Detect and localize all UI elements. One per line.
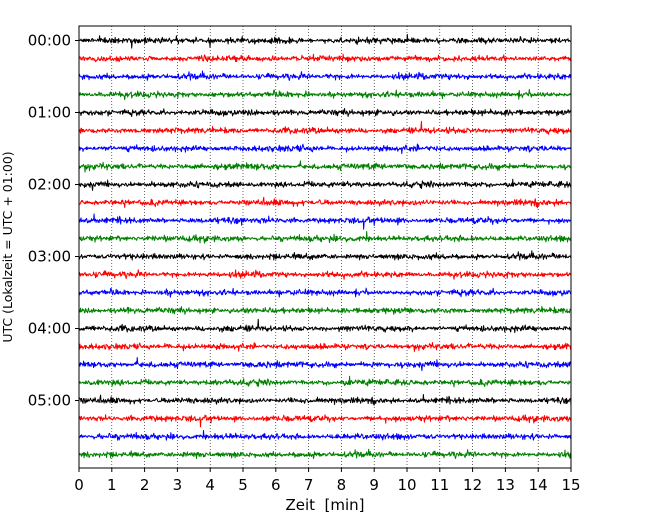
x-tick-label: 1: [107, 476, 117, 494]
x-tick-label: 13: [496, 476, 515, 494]
seismic-trace-0130: [78, 143, 572, 155]
x-axis-ticks: 0 1 2 3 4 5 6 7 8 9 10 11 12 13 14 15: [74, 468, 581, 494]
x-tick-label: 5: [238, 476, 248, 494]
x-tick-label: 10: [397, 476, 416, 494]
y-tick-label: 05:00: [28, 392, 71, 410]
seismic-trace-0515: [78, 414, 572, 428]
seismic-trace-0030: [78, 70, 572, 82]
seismic-trace-0430: [78, 357, 572, 372]
y-tick-label: 00:00: [28, 32, 71, 50]
x-tick-label: 12: [463, 476, 482, 494]
x-tick-label: 11: [430, 476, 449, 494]
plot-frame: [78, 25, 572, 469]
x-tick-label: 6: [271, 476, 281, 494]
seismic-trace-0115: [78, 120, 572, 135]
x-tick-label: 14: [529, 476, 548, 494]
seismic-trace-0145: [78, 160, 572, 173]
x-axis-label: Zeit [min]: [285, 496, 364, 514]
y-tick-label: 02:00: [28, 176, 71, 194]
seismic-trace-0200: [78, 178, 572, 191]
seismic-trace-0545: [78, 448, 572, 460]
seismic-trace-0315: [78, 269, 572, 280]
x-tick-label: 8: [337, 476, 347, 494]
x-tick-label: 2: [140, 476, 150, 494]
seismic-trace-0215: [78, 196, 572, 209]
x-tick-label: 15: [561, 476, 580, 494]
plot-area: [79, 26, 571, 468]
seismic-trace-0000: [78, 33, 572, 49]
x-tick-label: 4: [205, 476, 215, 494]
y-axis-label: UTC (Lokalzeit = UTC + 01:00): [0, 151, 15, 342]
x-tick-label: 0: [74, 476, 84, 494]
y-axis-ticks: 00:00 01:00 02:00 03:00 04:00 05:00: [28, 32, 79, 410]
x-tick-label: 9: [369, 476, 379, 494]
trace-group: [78, 33, 572, 460]
seismic-trace-0045: [78, 88, 572, 101]
seismic-trace-0445: [78, 375, 572, 388]
seismic-trace-0415: [78, 342, 572, 352]
y-tick-label: 01:00: [28, 104, 71, 122]
seismic-trace-0015: [78, 53, 572, 63]
seismic-trace-0100: [78, 108, 572, 117]
y-tick-label: 03:00: [28, 248, 71, 266]
seismic-trace-0530: [78, 430, 572, 441]
x-tick-label: 3: [173, 476, 183, 494]
seismic-trace-0245: [78, 231, 572, 244]
seismic-trace-0345: [78, 305, 572, 315]
y-tick-label: 04:00: [28, 320, 71, 338]
seismic-trace-0300: [78, 250, 572, 261]
seismic-trace-0400: [78, 318, 572, 334]
seismic-trace-0230: [78, 213, 572, 230]
seismic-trace-0330: [78, 287, 572, 298]
seismic-trace-0500: [78, 393, 572, 406]
x-tick-label: 7: [304, 476, 314, 494]
